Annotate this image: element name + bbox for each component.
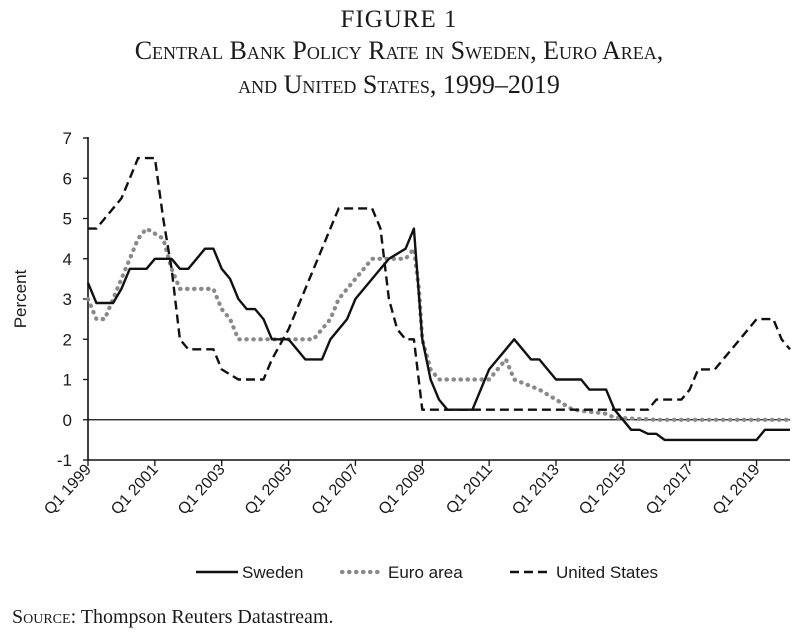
y-tick-label: -1 xyxy=(57,451,72,470)
x-tick-label: Q1 2011 xyxy=(443,461,496,517)
legend-label-euro-area: Euro area xyxy=(388,563,463,582)
y-tick-label: 0 xyxy=(63,411,72,430)
series-line-euro-area xyxy=(85,226,793,422)
x-tick-label: Q1 2005 xyxy=(242,461,296,518)
source-text: Thompson Reuters Datastream. xyxy=(76,606,334,628)
figure-label: FIGURE 1 xyxy=(340,6,458,33)
figure-title-line1: Central Bank Policy Rate in Sweden, Euro… xyxy=(134,36,664,65)
legend-label-united-states: United States xyxy=(556,563,658,582)
x-tick-label: Q1 2009 xyxy=(376,461,430,518)
y-tick-label: 6 xyxy=(63,169,72,188)
legend-label-sweden: Sweden xyxy=(242,563,303,582)
y-tick-label: 3 xyxy=(63,290,72,309)
x-tick-label: Q1 2001 xyxy=(108,461,162,518)
series-line-united-states xyxy=(88,156,791,411)
series-line-sweden xyxy=(86,227,790,442)
x-tick-label: Q1 2019 xyxy=(710,461,764,518)
y-tick-label: 2 xyxy=(63,330,72,349)
x-tick-label: Q1 2013 xyxy=(509,461,563,518)
figure-title-line2: and United States, 1999–2019 xyxy=(238,70,560,99)
chart-series xyxy=(85,156,793,442)
chart-legend: Sweden Euro area United States xyxy=(196,563,658,582)
x-tick-label: Q1 2015 xyxy=(576,461,630,518)
y-tick-label: 1 xyxy=(63,371,72,390)
y-tick-label: 5 xyxy=(63,210,72,229)
y-tick-label: 4 xyxy=(63,250,72,269)
source-note: Source: Thompson Reuters Datastream. xyxy=(12,606,334,629)
y-axis-title: Percent xyxy=(11,269,30,328)
x-tick-label: Q1 2017 xyxy=(643,461,697,518)
source-label: Source: xyxy=(12,606,77,628)
x-tick-label: Q1 2003 xyxy=(175,461,229,518)
x-tick-label: Q1 2007 xyxy=(309,461,363,518)
y-tick-label: 7 xyxy=(63,129,72,148)
